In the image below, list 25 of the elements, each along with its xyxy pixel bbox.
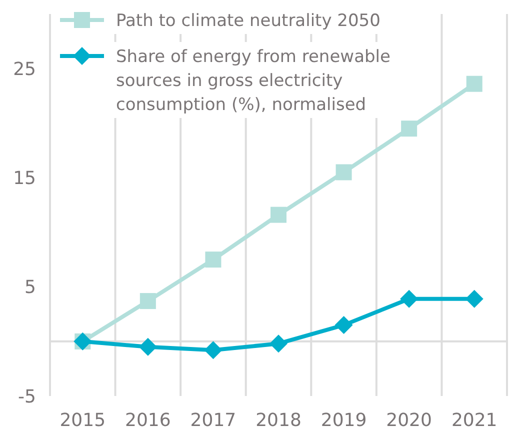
point xyxy=(270,334,288,353)
x-tick-label: 2015 xyxy=(60,410,106,431)
point xyxy=(336,164,352,180)
point xyxy=(205,252,222,268)
x-tick-label: 2018 xyxy=(256,410,302,431)
point xyxy=(270,206,286,223)
point xyxy=(204,341,222,360)
legend-label: Path to climate neutrality 2050 xyxy=(116,10,380,31)
point xyxy=(334,316,353,334)
point xyxy=(400,290,418,308)
x-tick-label: 2020 xyxy=(386,410,432,431)
x-tick-label: 2017 xyxy=(190,410,236,431)
point xyxy=(466,76,482,92)
point xyxy=(138,338,157,356)
x-tick-label: 2021 xyxy=(451,410,498,431)
y-tick-label: 25 xyxy=(13,58,36,80)
x-tick-label: 2019 xyxy=(320,410,367,431)
point xyxy=(465,290,484,308)
x-tick-label: 2016 xyxy=(125,410,171,431)
point xyxy=(401,120,418,137)
y-tick-label: -5 xyxy=(18,386,36,408)
legend-label: Share of energy from renewable sources in gross electricity consumption (%), normalised xyxy=(116,46,390,115)
point xyxy=(140,293,156,310)
y-tick-label: 5 xyxy=(24,277,36,298)
y-tick-label: 15 xyxy=(13,168,36,190)
